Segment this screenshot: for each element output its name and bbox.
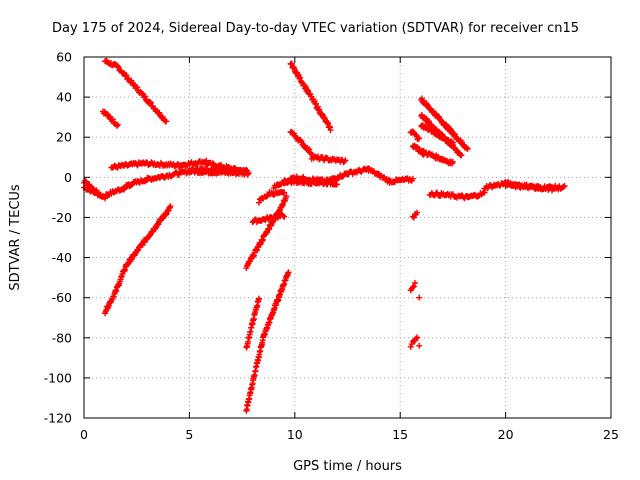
data-point <box>86 181 93 188</box>
data-point <box>306 146 313 153</box>
data-point <box>156 109 163 116</box>
data-point <box>128 182 135 189</box>
data-point <box>561 182 568 189</box>
data-point <box>175 171 182 178</box>
data-point <box>123 72 130 79</box>
data-point <box>255 295 262 302</box>
data-point <box>285 269 292 276</box>
data-point <box>409 175 416 182</box>
x-axis-label: GPS time / hours <box>293 459 402 474</box>
data-point <box>560 183 567 190</box>
data-point <box>555 186 562 193</box>
data-point <box>283 193 290 200</box>
data-point <box>449 158 456 165</box>
y-tick-label: 0 <box>64 170 72 185</box>
data-point <box>414 209 421 216</box>
data-point <box>407 343 414 350</box>
y-tick-label: -60 <box>52 290 72 305</box>
y-tick-label: -100 <box>44 370 72 385</box>
x-tick-label: 10 <box>287 427 303 442</box>
data-point <box>297 137 304 144</box>
y-tick-label: -80 <box>52 330 72 345</box>
data-point <box>245 169 252 176</box>
x-tick-label: 25 <box>603 427 619 442</box>
data-point <box>147 99 154 106</box>
y-axis-label: SDTVAR / TECUs <box>8 184 23 291</box>
data-point <box>413 335 420 342</box>
x-tick-label: 20 <box>498 427 514 442</box>
y-tick-label: 40 <box>56 90 72 105</box>
data-point <box>82 177 89 184</box>
data-point <box>147 99 154 106</box>
data-point <box>281 213 288 220</box>
data-point <box>141 93 148 100</box>
data-point <box>458 152 465 159</box>
y-tick-label: 20 <box>56 130 72 145</box>
y-tick-label: -20 <box>52 210 72 225</box>
x-tick-label: 5 <box>185 427 193 442</box>
chart-title: Day 175 of 2024, Sidereal Day-to-day VTE… <box>52 21 579 36</box>
data-point <box>342 157 349 164</box>
axis-ticks: 0 5 10 15 20 25 -120 -100 -80 -60 -40 -20 0 20 40 60 <box>44 50 619 443</box>
data-point <box>163 118 170 125</box>
data-point <box>114 63 121 70</box>
data-point <box>307 150 314 157</box>
data-point <box>416 135 423 142</box>
data-point <box>167 203 174 210</box>
data-point <box>113 122 120 129</box>
data-point <box>449 139 456 146</box>
data-point <box>255 199 262 206</box>
data-series <box>81 57 568 414</box>
y-tick-label: -40 <box>52 250 72 265</box>
data-point <box>109 116 116 123</box>
data-point <box>105 112 112 119</box>
data-point <box>410 283 417 290</box>
y-tick-label: 60 <box>56 50 72 65</box>
y-tick-label: -120 <box>44 411 72 426</box>
data-point <box>281 189 288 196</box>
data-point <box>114 121 121 128</box>
data-point <box>416 342 423 349</box>
x-tick-label: 0 <box>80 427 88 442</box>
data-point <box>280 212 287 219</box>
x-tick-label: 15 <box>392 427 408 442</box>
data-point <box>134 84 141 91</box>
data-point <box>464 145 471 152</box>
data-point <box>410 214 417 221</box>
data-point <box>414 334 421 341</box>
data-point <box>333 181 340 188</box>
plot-frame <box>83 56 612 419</box>
data-point <box>416 294 423 301</box>
data-point <box>327 127 334 134</box>
grid <box>84 57 611 418</box>
data-point <box>341 158 348 165</box>
data-point <box>411 280 418 287</box>
